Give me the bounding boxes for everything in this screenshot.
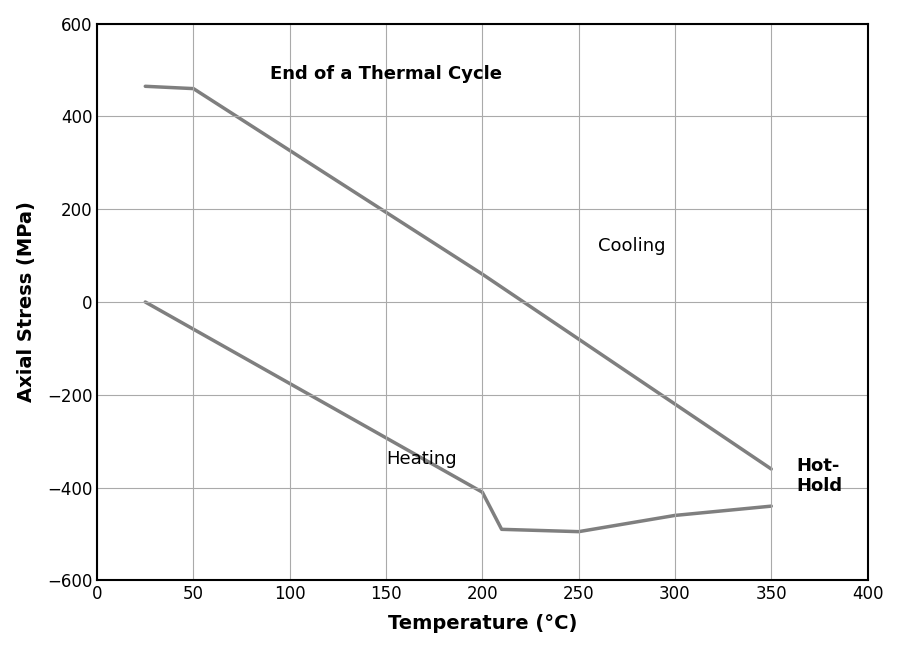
Text: Hot-
Hold: Hot- Hold [796, 456, 842, 495]
Text: Cooling: Cooling [598, 237, 665, 255]
Text: End of a Thermal Cycle: End of a Thermal Cycle [271, 66, 502, 83]
Text: Heating: Heating [386, 450, 456, 469]
X-axis label: Temperature (°C): Temperature (°C) [388, 614, 577, 633]
Y-axis label: Axial Stress (MPa): Axial Stress (MPa) [17, 202, 36, 402]
